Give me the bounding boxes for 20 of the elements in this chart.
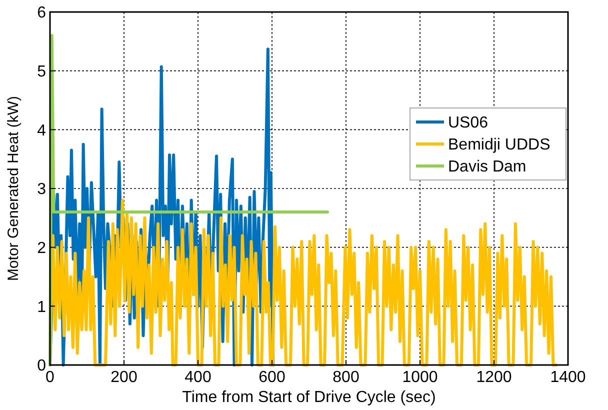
- x-tick-label: 1200: [476, 369, 512, 386]
- x-tick-label: 400: [184, 369, 212, 386]
- x-tick-label: 200: [110, 369, 138, 386]
- line-series: [48, 198, 558, 366]
- x-tick-label: 800: [332, 369, 360, 386]
- y-tick-label: 6: [37, 4, 46, 22]
- x-tick-label: 600: [258, 369, 286, 386]
- x-axis-title: Time from Start of Drive Cycle (sec): [182, 389, 436, 406]
- legend-label: Davis Dam: [448, 158, 526, 176]
- x-tick-label: 1400: [550, 369, 586, 386]
- y-axis-title: Motor Generated Heat (kW): [5, 96, 22, 282]
- x-tick-label: 1000: [402, 369, 438, 386]
- y-tick-label: 2: [37, 240, 46, 257]
- y-tick-label: 3: [37, 181, 46, 198]
- y-tick-label: 0: [37, 358, 46, 375]
- legend-label: Bemidji UDDS: [448, 136, 550, 154]
- y-tick-label: 5: [37, 63, 46, 80]
- y-tick-label: 1: [37, 298, 46, 316]
- y-tick-label: 4: [37, 122, 46, 140]
- legend-label: US06: [448, 114, 488, 132]
